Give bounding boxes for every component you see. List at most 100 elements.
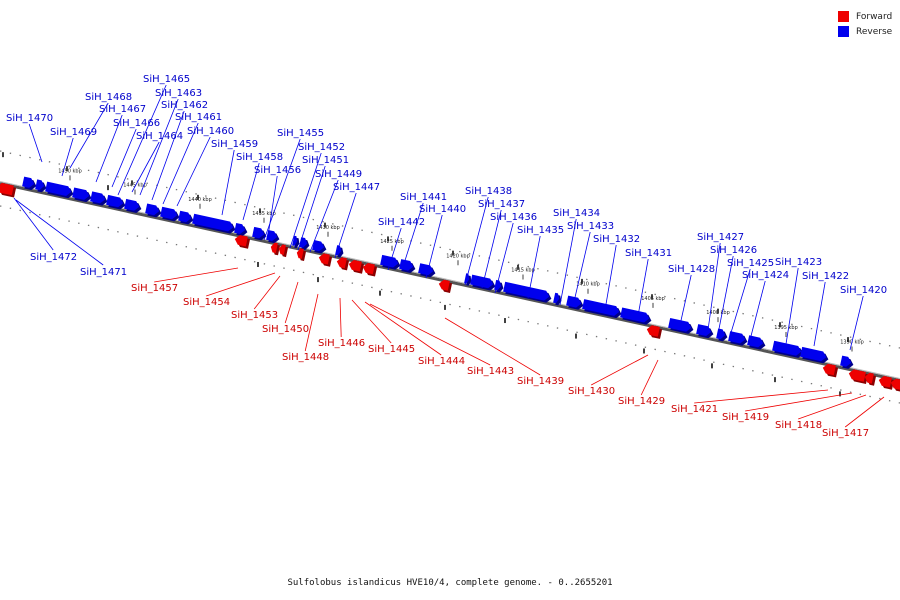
forward-gene-label[interactable]: SiH_1439 [517, 376, 564, 387]
forward-gene-label[interactable]: SiH_1443 [467, 366, 514, 377]
label-leader-lines [13, 84, 885, 428]
reverse-gene-label[interactable]: SiH_1465 [143, 74, 190, 85]
reverse-leader [559, 218, 577, 306]
forward-gene-label[interactable]: SiH_1430 [568, 386, 615, 397]
forward-gene-label[interactable]: SiH_1448 [282, 352, 329, 363]
reverse-leader [572, 231, 591, 307]
reverse-feature [399, 259, 416, 273]
forward-feature-body [0, 182, 14, 196]
reverse-gene-label[interactable]: SiH_1431 [625, 248, 672, 259]
scale-tick-label: 1450 kbp [58, 168, 82, 174]
forward-gene-label[interactable]: SiH_1419 [722, 412, 769, 423]
reverse-gene-label[interactable]: SiH_1472 [30, 252, 77, 263]
forward-leader [694, 389, 829, 404]
reverse-feature-body [840, 355, 852, 367]
reverse-gene-label[interactable]: SiH_1460 [187, 126, 234, 137]
forward-features [0, 182, 900, 392]
forward-gene-label[interactable]: SiH_1421 [671, 404, 718, 415]
reverse-gene-label[interactable]: SiH_1466 [113, 118, 160, 129]
forward-feature [336, 257, 350, 271]
reverse-gene-label[interactable]: SiH_1432 [593, 234, 640, 245]
reverse-gene-label[interactable]: SiH_1426 [710, 245, 757, 256]
forward-feature [0, 182, 17, 198]
reverse-feature-body [582, 299, 620, 316]
reverse-feature-body [696, 324, 712, 336]
forward-feature [296, 248, 307, 261]
reverse-gene-label[interactable]: SiH_1451 [302, 155, 349, 166]
forward-gene-label[interactable]: SiH_1457 [131, 283, 178, 294]
reverse-gene-label[interactable]: SiH_1420 [840, 285, 887, 296]
reverse-gene-label[interactable]: SiH_1461 [175, 112, 222, 123]
reverse-feature-body [22, 176, 35, 188]
scale-tick-label: 1415 kbp [511, 267, 535, 273]
scale-tick-label: 1410 kbp [576, 282, 600, 288]
forward-gene-label[interactable]: SiH_1454 [183, 297, 230, 308]
forward-leader [154, 267, 239, 283]
forward-leader [364, 301, 442, 356]
reverse-gene-label[interactable]: SiH_1434 [553, 208, 600, 219]
reverse-feature-body [252, 226, 265, 239]
scale-tick-label: 1425 kbp [380, 239, 404, 245]
reverse-gene-label[interactable]: SiH_1424 [742, 270, 789, 281]
reverse-feature-shade [337, 247, 344, 258]
forward-gene-label[interactable]: SiH_1429 [618, 396, 665, 407]
reverse-gene-label[interactable]: SiH_1442 [378, 217, 425, 228]
reverse-gene-label[interactable]: SiH_1449 [315, 169, 362, 180]
reverse-gene-label[interactable]: SiH_1464 [136, 131, 183, 142]
reverse-gene-label[interactable]: SiH_1425 [727, 258, 774, 269]
legend-reverse-label: Reverse [856, 26, 893, 37]
reverse-gene-label[interactable]: SiH_1456 [254, 165, 301, 176]
reverse-gene-label[interactable]: SiH_1463 [155, 88, 202, 99]
reverse-leader [61, 137, 74, 177]
reverse-leader [387, 227, 402, 271]
reverse-gene-label[interactable]: SiH_1427 [697, 232, 744, 243]
reverse-gene-label[interactable]: SiH_1437 [478, 199, 525, 210]
reverse-gene-label[interactable]: SiH_1436 [490, 212, 537, 223]
reverse-gene-label[interactable]: SiH_1469 [50, 127, 97, 138]
reverse-feature [45, 181, 74, 199]
forward-leader [253, 275, 281, 310]
reverse-gene-label[interactable]: SiH_1447 [333, 182, 380, 193]
reverse-gene-label[interactable]: SiH_1467 [99, 104, 146, 115]
forward-feature-body [438, 279, 450, 291]
reverse-gene-label[interactable]: SiH_1423 [775, 257, 822, 268]
forward-feature-body [822, 363, 836, 376]
reverse-gene-label[interactable]: SiH_1422 [802, 271, 849, 282]
reverse-leader [464, 196, 489, 286]
reverse-leader [162, 122, 199, 205]
forward-gene-label[interactable]: SiH_1418 [775, 420, 822, 431]
reverse-gene-label[interactable]: SiH_1435 [517, 225, 564, 236]
legend-forward-label: Forward [856, 11, 893, 22]
forward-gene-label[interactable]: SiH_1417 [822, 428, 869, 439]
forward-feature-body [234, 235, 248, 247]
reverse-gene-label[interactable]: SiH_1452 [298, 142, 345, 153]
reverse-gene-label[interactable]: SiH_1468 [85, 92, 132, 103]
reverse-leader [289, 152, 322, 249]
reverse-gene-label[interactable]: SiH_1438 [465, 186, 512, 197]
reverse-gene-label[interactable]: SiH_1462 [161, 100, 208, 111]
reverse-gene-label[interactable]: SiH_1471 [80, 267, 127, 278]
reverse-feature [234, 223, 248, 237]
forward-gene-label[interactable]: SiH_1453 [231, 310, 278, 321]
reverse-gene-label[interactable]: SiH_1459 [211, 139, 258, 150]
reverse-gene-label[interactable]: SiH_1455 [277, 128, 324, 139]
reverse-gene-label[interactable]: SiH_1428 [668, 264, 715, 275]
forward-feature-body [890, 378, 900, 390]
reverse-gene-label[interactable]: SiH_1440 [419, 204, 466, 215]
reverse-feature-body [72, 187, 90, 200]
forward-gene-label[interactable]: SiH_1450 [262, 324, 309, 335]
reverse-leader [111, 128, 137, 188]
reverse-feature-body [772, 340, 802, 356]
forward-gene-label[interactable]: SiH_1444 [418, 356, 465, 367]
reverse-gene-label[interactable]: SiH_1470 [6, 113, 53, 124]
forward-leader [640, 359, 659, 396]
reverse-feature-shade [466, 275, 472, 286]
scale-tick-label: 1395 kbp [774, 325, 798, 331]
forward-gene-label[interactable]: SiH_1445 [368, 344, 415, 355]
forward-leader [798, 394, 867, 420]
reverse-feature [266, 230, 280, 244]
forward-gene-label[interactable]: SiH_1446 [318, 338, 365, 349]
reverse-gene-label[interactable]: SiH_1458 [236, 152, 283, 163]
reverse-gene-label[interactable]: SiH_1433 [567, 221, 614, 232]
reverse-gene-label[interactable]: SiH_1441 [400, 192, 447, 203]
